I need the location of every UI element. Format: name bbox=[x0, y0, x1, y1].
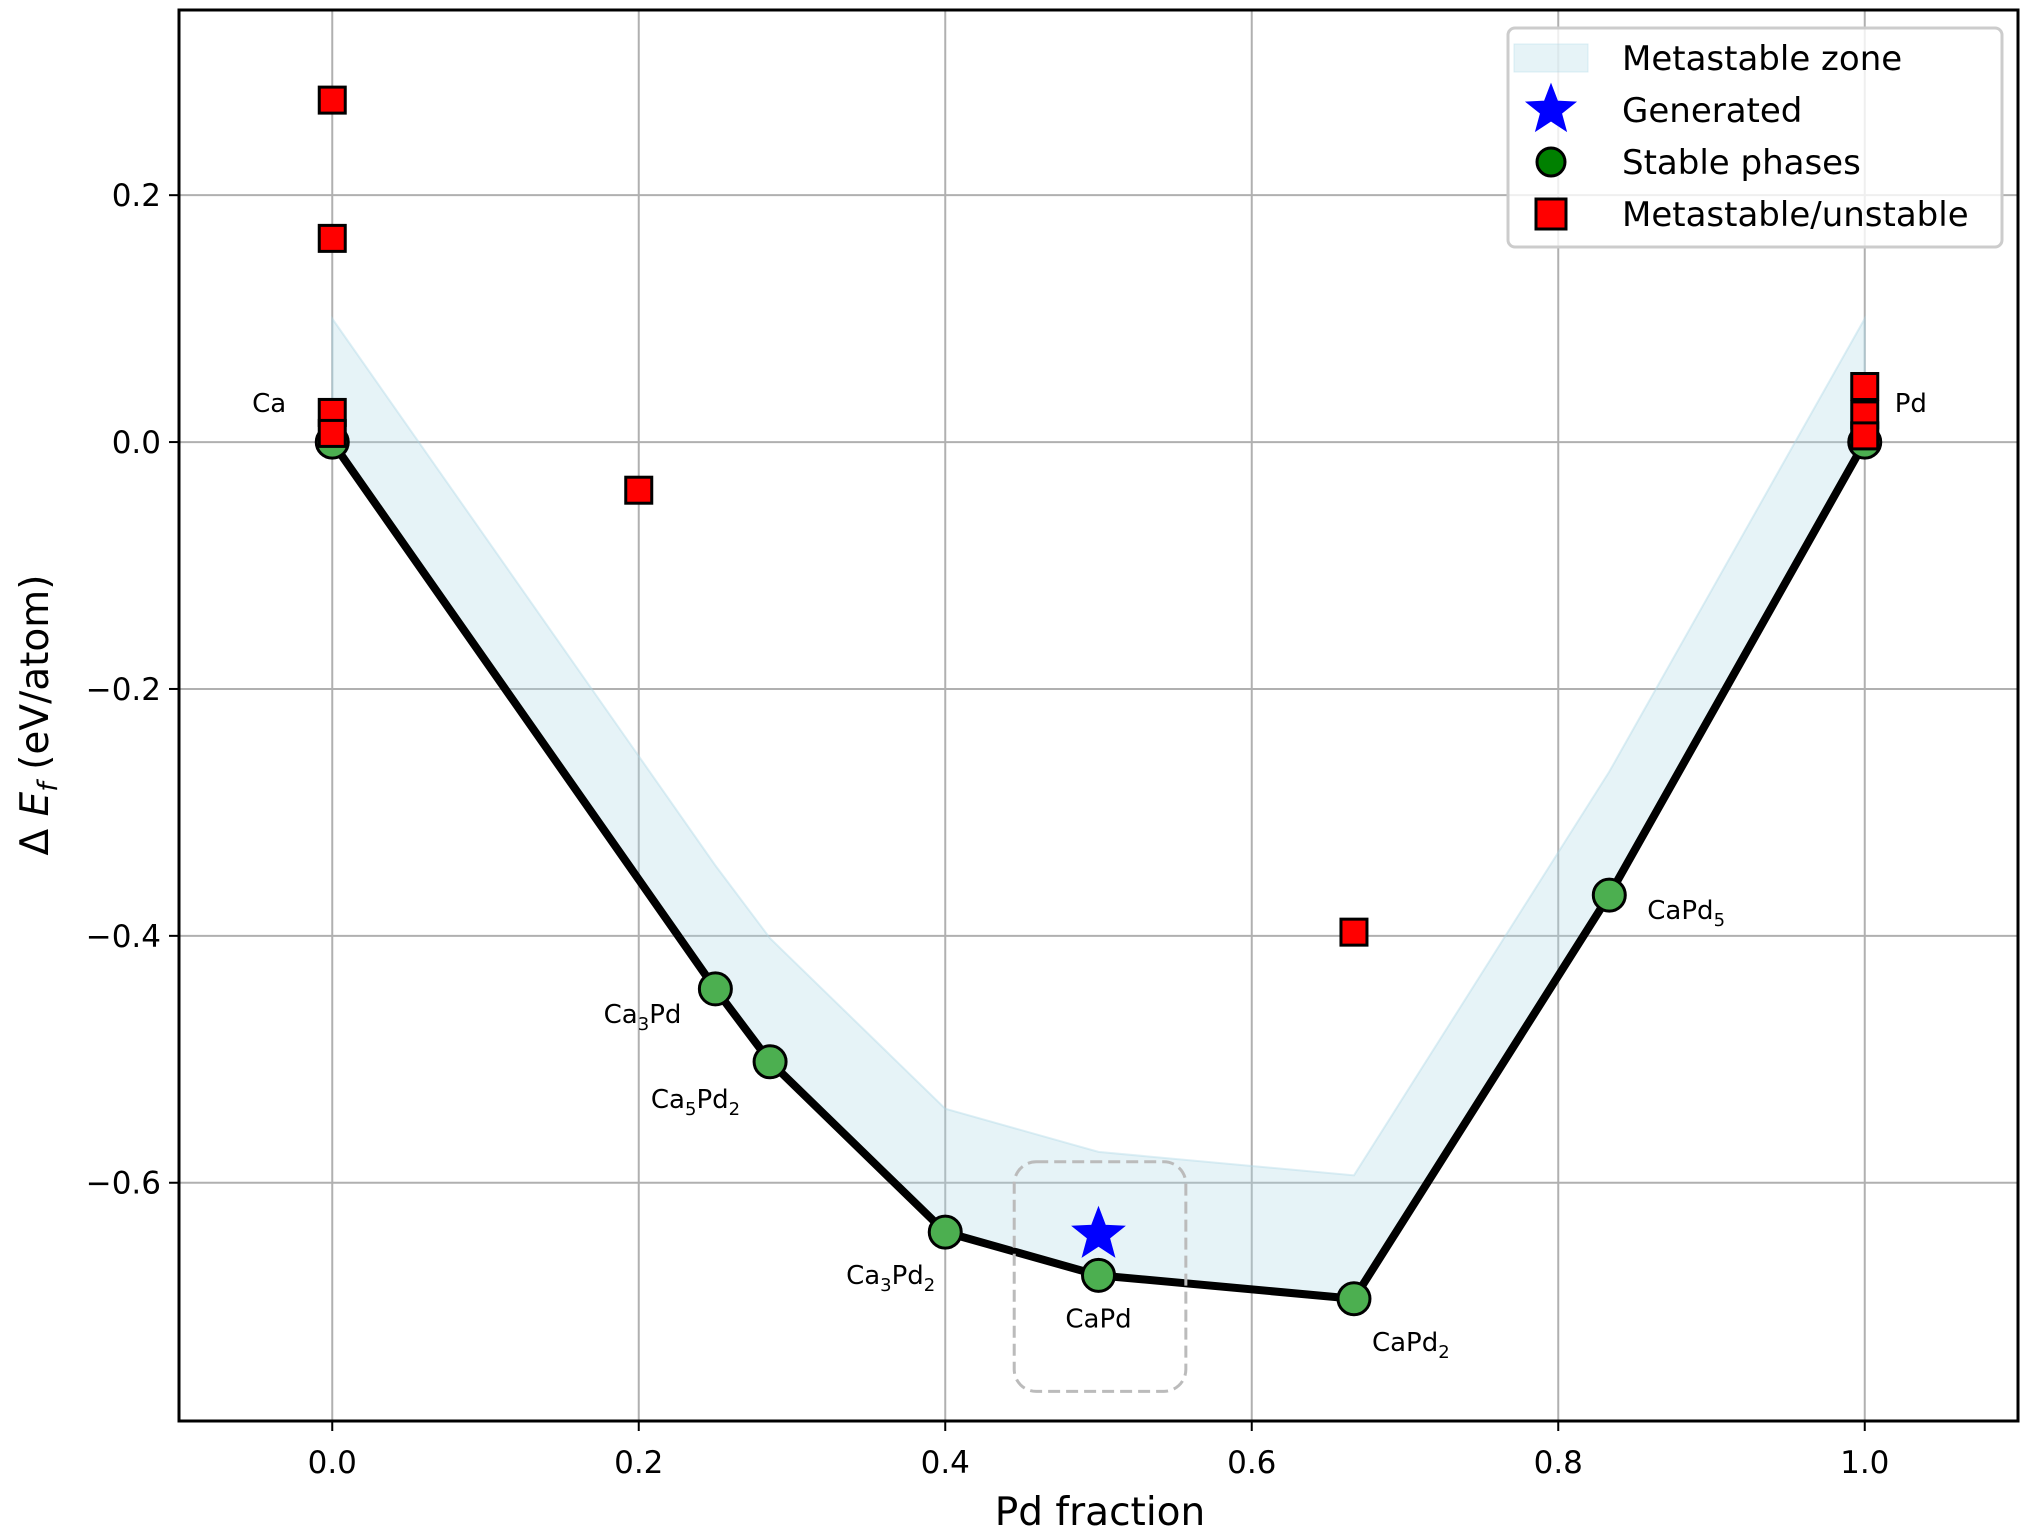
y-tick-label: −0.4 bbox=[86, 919, 161, 955]
highlight-box bbox=[1012, 1160, 1188, 1393]
data-points bbox=[314, 85, 1883, 1317]
unstable-point bbox=[317, 418, 347, 448]
generated-star-point bbox=[1071, 1205, 1126, 1258]
stable-phase-point bbox=[1081, 1257, 1116, 1293]
unstable-point bbox=[1850, 372, 1880, 402]
phase-label-part: Pd bbox=[892, 1261, 924, 1291]
phase-label: Ca3Pd2 bbox=[846, 1261, 935, 1296]
x-tick-label: 0.2 bbox=[614, 1445, 663, 1481]
phase-label-part: 2 bbox=[924, 1275, 935, 1296]
metastable-zone-area bbox=[331, 314, 1866, 1300]
y-tick-label: −0.6 bbox=[86, 1166, 161, 1202]
phase-label-part: Ca bbox=[252, 389, 286, 419]
legend-circle-icon bbox=[1535, 146, 1567, 178]
legend: Metastable zone Generated Stable phases Met… bbox=[1506, 26, 2004, 249]
phase-label: CaPd bbox=[1065, 1304, 1131, 1334]
unstable-point bbox=[1339, 917, 1369, 947]
y-tick-label: −0.2 bbox=[86, 672, 161, 708]
legend-zone-icon bbox=[1513, 43, 1589, 73]
phase-label: Ca bbox=[252, 389, 286, 419]
phase-label: Ca3Pd bbox=[604, 1000, 682, 1035]
phase-label-part: Pd bbox=[696, 1085, 728, 1115]
phase-label-part: Ca bbox=[846, 1261, 880, 1291]
phase-label-part: Pd bbox=[1895, 389, 1927, 419]
phase-label: Ca5Pd2 bbox=[651, 1085, 740, 1120]
phase-label: Pd bbox=[1895, 389, 1927, 419]
y-tick-label: 0.2 bbox=[112, 178, 161, 214]
unstable-point bbox=[317, 223, 347, 253]
legend-label: Stable phases bbox=[1622, 143, 1861, 183]
legend-label: Generated bbox=[1622, 91, 1802, 131]
stable-phase-point bbox=[1336, 1281, 1372, 1317]
stable-phase-point bbox=[927, 1214, 963, 1250]
phase-label-part: Pd bbox=[649, 1000, 681, 1030]
x-axis-label: Pd fraction bbox=[995, 1490, 1205, 1535]
stable-phase-point bbox=[752, 1044, 788, 1080]
axes: 0.0 0.2 0.4 0.6 0.8 1.0 −0.6 −0.4 −0.2 0.0 0.2 bbox=[86, 8, 2020, 1481]
legend-square-icon bbox=[1534, 197, 1568, 231]
x-tick-label: 1.0 bbox=[1840, 1445, 1889, 1481]
y-axis-label: Δ Ef (eV/atom) bbox=[13, 575, 64, 856]
x-tick-label: 0.8 bbox=[1534, 1445, 1583, 1481]
phase-label-part: CaPd bbox=[1372, 1328, 1438, 1358]
highlight-box-rect bbox=[1012, 1160, 1188, 1393]
legend-star-icon bbox=[1524, 82, 1578, 133]
phase-label-part: Ca bbox=[604, 1000, 638, 1030]
metastable-zone bbox=[331, 314, 1866, 1300]
x-tick-label: 0.6 bbox=[1227, 1445, 1276, 1481]
legend-box bbox=[1506, 26, 2004, 249]
phase-label-part: 5 bbox=[685, 1099, 696, 1120]
phase-label: CaPd2 bbox=[1372, 1328, 1450, 1363]
stable-phase-point bbox=[1591, 877, 1627, 913]
legend-label: Metastable/unstable bbox=[1622, 195, 1969, 235]
phase-label-part: CaPd bbox=[1065, 1304, 1131, 1334]
phase-label-part: 3 bbox=[638, 1014, 649, 1035]
phase-label: CaPd5 bbox=[1647, 896, 1725, 931]
unstable-point bbox=[317, 85, 347, 115]
x-tick-label: 0.0 bbox=[308, 1445, 357, 1481]
legend-label: Metastable zone bbox=[1622, 39, 1902, 79]
phase-label-part: CaPd bbox=[1647, 896, 1713, 926]
unstable-point bbox=[624, 475, 654, 505]
stable-phase-point bbox=[697, 971, 733, 1007]
x-tick-label: 0.4 bbox=[921, 1445, 970, 1481]
phase-label-part: 2 bbox=[729, 1099, 740, 1120]
phase-label-part: 5 bbox=[1714, 910, 1725, 931]
phase-label-part: 3 bbox=[880, 1275, 891, 1296]
axes-frame bbox=[177, 8, 2020, 1423]
phase-label-part: 2 bbox=[1438, 1342, 1449, 1363]
y-tick-label: 0.0 bbox=[112, 425, 161, 461]
phase-label-part: Ca bbox=[651, 1085, 685, 1115]
unstable-point bbox=[1850, 421, 1880, 451]
